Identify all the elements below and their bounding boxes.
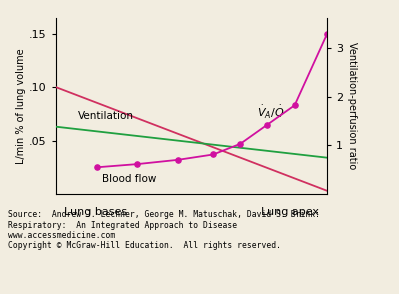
Point xyxy=(291,103,298,108)
Text: Ventilation: Ventilation xyxy=(77,111,134,121)
Y-axis label: L/min % of lung volume: L/min % of lung volume xyxy=(16,48,26,164)
Text: Lung bases: Lung bases xyxy=(64,207,127,217)
Text: Blood flow: Blood flow xyxy=(102,174,156,184)
Point xyxy=(324,31,330,36)
Text: Lung apex: Lung apex xyxy=(261,207,319,217)
Point xyxy=(134,162,140,166)
Point xyxy=(237,141,243,146)
Point xyxy=(93,165,100,170)
Y-axis label: Ventilation-perfusion ratio: Ventilation-perfusion ratio xyxy=(348,42,358,169)
Text: $\dot{V}_A/\dot{Q}$: $\dot{V}_A/\dot{Q}$ xyxy=(257,104,284,121)
Point xyxy=(264,122,271,127)
Text: Source:  Andrew J. Lechner, George M. Matuschak, David S. Brink:
Respiratory:  A: Source: Andrew J. Lechner, George M. Mat… xyxy=(8,210,320,250)
Point xyxy=(210,152,216,157)
Point xyxy=(175,158,181,162)
